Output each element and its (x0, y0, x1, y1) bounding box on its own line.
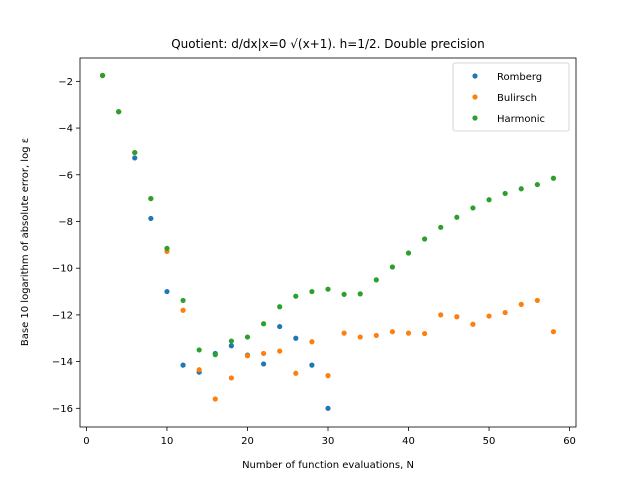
legend-marker (472, 115, 478, 121)
data-point (534, 297, 540, 304)
data-point (309, 288, 315, 295)
data-point (244, 334, 251, 340)
data-point (389, 329, 396, 335)
x-axis-label: Number of function evaluations, N (242, 460, 414, 471)
data-point (260, 361, 267, 367)
data-point (502, 190, 508, 197)
x-tick-label: 20 (241, 436, 254, 447)
legend-marker (472, 73, 478, 79)
legend-box (452, 62, 570, 132)
data-point (454, 214, 460, 220)
data-point (405, 250, 412, 256)
x-tick-label: 50 (483, 436, 496, 447)
data-point (438, 312, 444, 318)
chart-title: Quotient: d/dx|x=0 √(x+1). h=1/2. Double… (171, 37, 485, 51)
data-point (454, 314, 460, 320)
y-tick-label: −16 (52, 404, 73, 415)
y-tick-label: −14 (52, 357, 73, 368)
data-point (357, 291, 363, 297)
x-tick-label: 30 (322, 436, 335, 447)
data-point (277, 304, 283, 310)
data-point (502, 309, 508, 316)
data-point (164, 245, 170, 251)
data-point (438, 224, 444, 230)
data-point (341, 330, 347, 336)
data-point (180, 362, 186, 368)
data-point (277, 323, 283, 330)
x-axis-ticks: 0 10 20 30 40 50 60 (83, 427, 576, 447)
series-harmonic (99, 72, 557, 358)
data-point (260, 350, 267, 357)
data-point (309, 339, 315, 345)
y-tick-label: −4 (58, 124, 73, 135)
data-point (116, 109, 122, 115)
data-point (325, 373, 331, 379)
legend-marker (472, 94, 478, 100)
y-axis-label: Base 10 logarithm of absolute error, log… (20, 138, 31, 346)
data-point (422, 236, 428, 242)
legend-label: Romberg (497, 72, 542, 83)
y-tick-label: −10 (52, 264, 73, 275)
data-point (212, 396, 218, 402)
data-point (373, 332, 379, 339)
data-point (325, 405, 331, 411)
data-point (277, 348, 283, 354)
data-point (518, 301, 524, 307)
data-point (373, 277, 379, 283)
data-point (325, 286, 331, 292)
data-point (405, 330, 412, 336)
data-point (164, 288, 170, 295)
data-point (518, 186, 524, 192)
data-point (196, 347, 202, 353)
data-point (470, 321, 476, 327)
data-point (148, 215, 154, 222)
data-point (260, 321, 267, 327)
data-point (357, 334, 363, 340)
data-point (228, 338, 234, 344)
data-point (293, 293, 299, 299)
data-point (550, 175, 557, 181)
data-point (196, 367, 202, 373)
data-point (180, 297, 186, 304)
x-tick-label: 40 (402, 436, 415, 447)
data-point (180, 307, 186, 313)
data-point (293, 335, 299, 341)
legend-label: Bulirsch (497, 93, 537, 104)
data-point (212, 352, 218, 358)
y-tick-label: −8 (58, 217, 73, 228)
x-tick-label: 0 (83, 436, 89, 447)
data-point (228, 343, 234, 349)
data-point (486, 197, 492, 203)
points-layer (99, 72, 557, 411)
data-point (486, 313, 492, 319)
y-tick-label: −2 (58, 77, 73, 88)
data-point (389, 264, 396, 270)
data-point (341, 291, 347, 297)
x-tick-label: 10 (161, 436, 174, 447)
data-point (132, 149, 138, 156)
data-point (534, 181, 540, 188)
data-point (309, 362, 315, 368)
data-point (293, 370, 299, 376)
data-point (244, 353, 251, 359)
y-tick-label: −6 (58, 170, 73, 181)
y-tick-label: −12 (52, 310, 73, 321)
data-point (99, 72, 106, 79)
data-point (422, 330, 428, 337)
data-point (228, 375, 234, 381)
x-tick-label: 60 (563, 436, 576, 447)
series-romberg (99, 72, 331, 411)
data-point (550, 329, 557, 335)
data-point (132, 155, 138, 161)
legend: Romberg Bulirsch Harmonic (452, 62, 570, 132)
data-point (148, 195, 154, 202)
y-axis-ticks: −16 −14 −12 −10 −8 −6 −4 −2 (52, 77, 80, 415)
data-point (470, 205, 476, 211)
legend-label: Harmonic (497, 114, 545, 125)
